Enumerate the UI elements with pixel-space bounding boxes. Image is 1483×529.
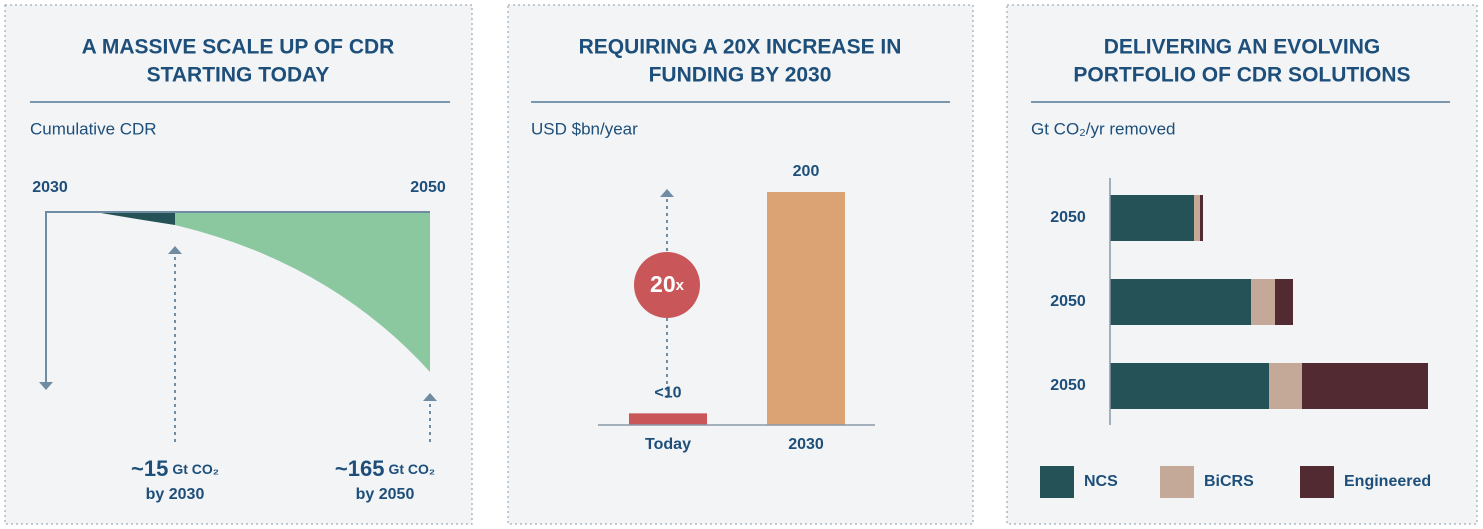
annotation: ~165 Gt CO₂ [335, 456, 435, 481]
category-label: 2050 [1050, 209, 1086, 226]
value-label: 200 [793, 163, 820, 180]
bar-segment [1110, 279, 1251, 325]
legend-label: BiCRS [1204, 473, 1254, 490]
value-label: <10 [654, 385, 681, 402]
bar [629, 413, 707, 425]
panel-title: REQUIRING A 20X INCREASE IN [579, 36, 902, 59]
axis-label: USD $bn/year [531, 119, 638, 138]
badge-text: 20x [650, 271, 685, 297]
bar-segment [1302, 363, 1428, 409]
annotation-unit: Gt CO₂ [172, 461, 219, 477]
x-label: 2030 [32, 179, 68, 196]
bar-segment [1275, 279, 1293, 325]
bar-segment [1110, 195, 1194, 241]
panel-title: DELIVERING AN EVOLVING [1104, 36, 1381, 59]
axis-label: Gt CO₂/yr removed [1031, 119, 1176, 138]
annotation-note: by 2030 [146, 486, 205, 503]
badge-value: 20 [650, 271, 676, 297]
bar-segment [1269, 363, 1302, 409]
legend-swatch [1160, 466, 1194, 498]
legend-label: Engineered [1344, 473, 1431, 490]
bar-segment [1110, 363, 1269, 409]
area-future [175, 212, 430, 372]
arrow-head [423, 393, 437, 401]
axis-label: Cumulative CDR [30, 119, 157, 138]
annotation: ~15 Gt CO₂ [131, 456, 219, 481]
annotation-value: ~15 [131, 456, 168, 481]
panel [1006, 4, 1478, 525]
arrow-head [39, 382, 53, 390]
axis [45, 211, 430, 382]
panel-title: PORTFOLIO OF CDR SOLUTIONS [1073, 64, 1410, 87]
panel-title: FUNDING BY 2030 [649, 64, 832, 87]
annotation-note: by 2050 [356, 486, 415, 503]
badge [634, 252, 700, 318]
arrow-head [660, 189, 674, 197]
panel-title: STARTING TODAY [147, 64, 330, 87]
annotation-value: ~165 [335, 456, 385, 481]
category-label: 2050 [1050, 293, 1086, 310]
bar-segment [1194, 195, 1200, 241]
annotation-unit: Gt CO₂ [388, 461, 435, 477]
category-label: 2030 [788, 436, 824, 453]
bar-segment [1200, 195, 1203, 241]
panel-title: A MASSIVE SCALE UP OF CDR [82, 36, 395, 59]
category-label: 2050 [1050, 377, 1086, 394]
area-recent [95, 212, 175, 225]
panel [507, 4, 974, 525]
bar-segment [1251, 279, 1275, 325]
x-label: 2050 [410, 179, 446, 196]
legend-swatch [1040, 466, 1074, 498]
legend-label: NCS [1084, 473, 1118, 490]
category-label: Today [645, 436, 691, 453]
bar [767, 192, 845, 425]
legend-swatch [1300, 466, 1334, 498]
badge-unit: x [676, 277, 685, 294]
arrow-head [168, 246, 182, 254]
